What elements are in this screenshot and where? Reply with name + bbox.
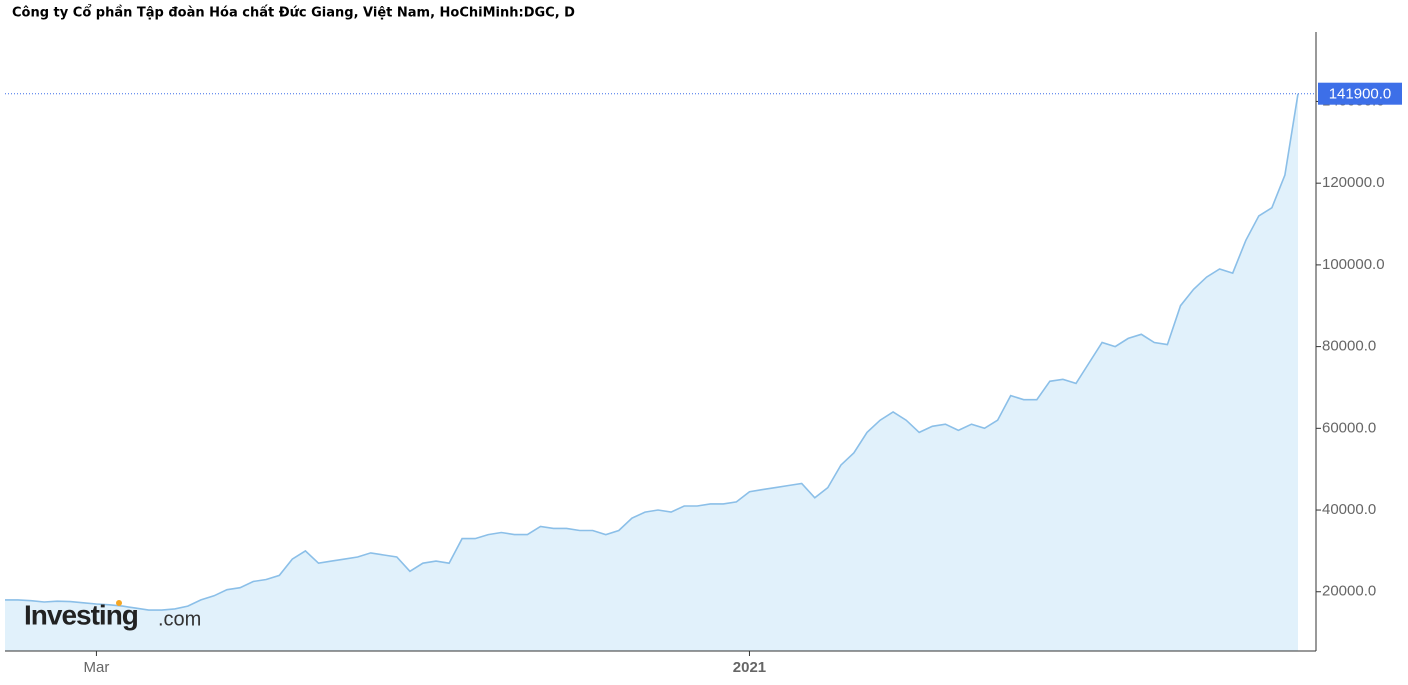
x-tick-label: Mar	[84, 659, 110, 676]
y-tick-label: 40000.0	[1322, 501, 1376, 518]
logo-dot	[116, 600, 122, 606]
y-tick-label: 20000.0	[1322, 583, 1376, 600]
chart-title: Công ty Cổ phần Tập đoàn Hóa chất Đức Gi…	[12, 5, 575, 21]
area	[5, 93, 1298, 651]
x-tick-label: 2021	[733, 659, 766, 676]
last-price-badge	[1318, 82, 1402, 105]
y-tick-label: 100000.0	[1322, 256, 1385, 273]
line	[5, 93, 1299, 611]
y-tick-label: 120000.0	[1322, 174, 1385, 191]
last-price-label: 141900.0	[1329, 86, 1392, 103]
y-tick-label: 80000.0	[1322, 338, 1376, 355]
logo: Investing .com	[24, 599, 201, 630]
logo-suffix: .com	[158, 608, 201, 630]
y-tick-label: 60000.0	[1322, 419, 1376, 436]
